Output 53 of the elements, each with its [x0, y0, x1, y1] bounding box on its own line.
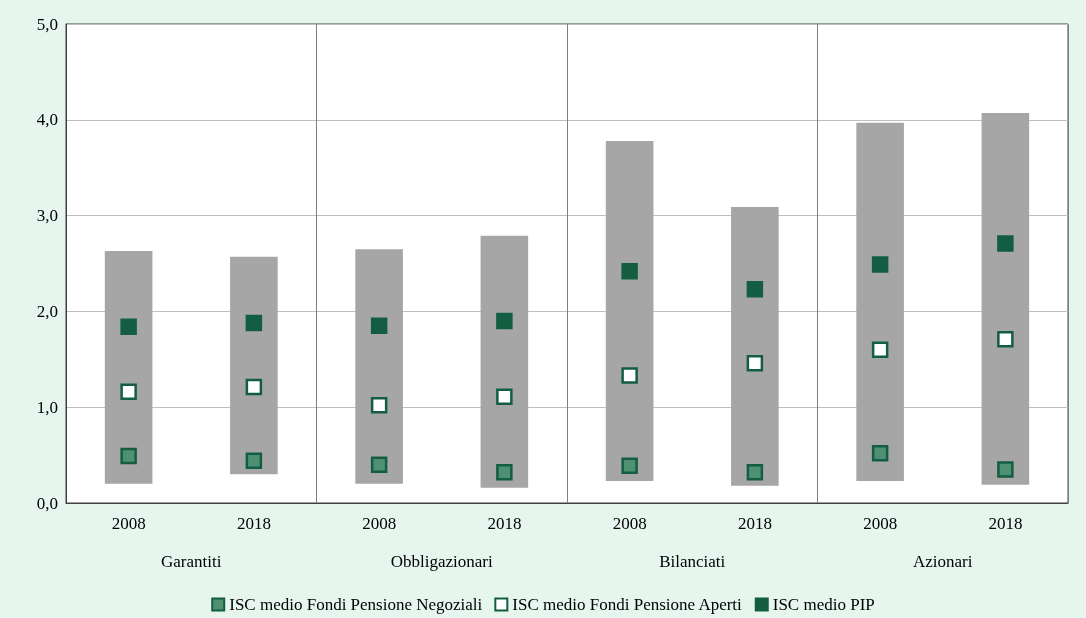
point [370, 456, 388, 473]
point [746, 354, 764, 372]
bar [104, 251, 153, 484]
x-tick-label: 2008 [111, 514, 146, 533]
point [496, 464, 513, 481]
legend-label: ISC medio PIP [772, 595, 875, 614]
x-tick-label: 2008 [362, 514, 397, 533]
bar [856, 122, 904, 481]
point [496, 388, 513, 405]
point [370, 397, 388, 414]
point [496, 312, 513, 330]
legend-label: ISC medio Fondi Pensione Aperti [512, 595, 743, 614]
point [245, 314, 263, 332]
bar [480, 235, 529, 488]
text: Obbligazionari [390, 552, 494, 571]
x-tick-label: 2008 [863, 514, 898, 533]
point [871, 341, 889, 358]
point [120, 318, 137, 335]
point [245, 378, 263, 396]
point [621, 367, 638, 384]
point [370, 317, 388, 335]
text: Bilanciati [659, 552, 726, 571]
legend-label: ISC medio Fondi Pensione Negoziali [229, 595, 483, 614]
point [621, 262, 638, 280]
bar [230, 256, 278, 475]
point [746, 464, 764, 481]
point [997, 330, 1014, 348]
y-tick-label: 4,0 [36, 110, 58, 130]
point [245, 452, 263, 470]
x-tick-label: 2018 [988, 514, 1023, 533]
point [997, 461, 1014, 478]
y-tick-label: 1,0 [36, 397, 58, 417]
point [871, 256, 889, 273]
bar [731, 206, 779, 486]
point [621, 457, 638, 474]
point [997, 235, 1014, 252]
point [871, 444, 889, 462]
x-tick-label: 2018 [236, 514, 271, 533]
bar [605, 140, 654, 481]
point [120, 383, 137, 401]
point [746, 281, 764, 298]
x-tick-label: 2018 [487, 514, 522, 533]
x-tick-label: 2018 [737, 514, 772, 533]
text: Garantiti [161, 552, 222, 571]
text: Azionari [913, 552, 973, 571]
bar [981, 113, 1030, 485]
y-tick-label: 5,0 [36, 14, 58, 34]
point [120, 447, 137, 465]
y-tick-label: 3,0 [36, 206, 58, 226]
y-tick-label: 2,0 [36, 301, 58, 321]
y-tick-label: 0,0 [36, 493, 58, 513]
x-tick-label: 2008 [612, 514, 647, 533]
bar [355, 249, 403, 484]
